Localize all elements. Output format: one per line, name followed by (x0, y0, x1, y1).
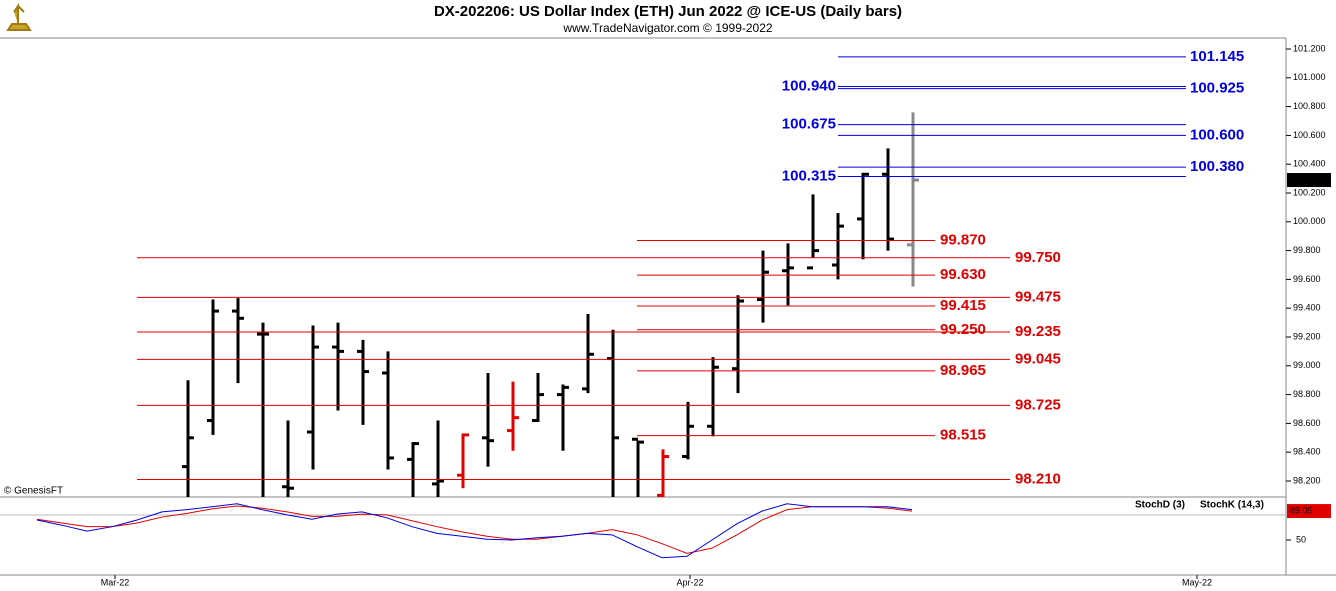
y-tick-label: 99.200 (1293, 331, 1321, 341)
stoch-line (36, 503, 913, 559)
y-tick-label: 99.000 (1293, 360, 1321, 370)
stoch-line (36, 505, 913, 554)
level-label: 99.475 (1015, 288, 1061, 305)
level-label: 100.925 (1190, 80, 1244, 97)
level-label: 99.235 (1015, 323, 1061, 340)
y-tick-label: 100.600 (1293, 130, 1326, 140)
x-tick-label: Apr-22 (676, 577, 703, 587)
level-label: 99.415 (940, 297, 986, 314)
stoch-tag (1287, 504, 1331, 519)
y-tick-label: 50 (1296, 534, 1306, 544)
chart-subtitle: www.TradeNavigator.com © 1999-2022 (562, 21, 772, 35)
level-label: 98.725 (1015, 396, 1061, 413)
y-tick-label: 99.400 (1293, 303, 1321, 313)
y-tick-label: 98.800 (1293, 389, 1321, 399)
level-label: 98.515 (940, 427, 986, 444)
chart-title: DX-202206: US Dollar Index (ETH) Jun 202… (434, 3, 902, 20)
level-label: 99.870 (940, 231, 986, 248)
level-label: 101.145 (1190, 48, 1244, 65)
y-tick-label: 101.000 (1293, 72, 1326, 82)
y-tick-label: 98.200 (1293, 475, 1321, 485)
level-label: 98.965 (940, 362, 986, 379)
level-label: 100.380 (1190, 158, 1244, 175)
logo (6, 2, 32, 31)
x-tick-label: May-22 (1182, 577, 1212, 587)
level-label: 99.250 (940, 321, 986, 338)
x-tick-label: Mar-22 (101, 577, 130, 587)
level-label: 100.940 (782, 77, 836, 94)
legend-entry: StochK (14,3) (1200, 500, 1264, 511)
y-tick-label: 98.400 (1293, 447, 1321, 457)
y-tick-label: 98.600 (1293, 418, 1321, 428)
last-price-box (1287, 173, 1331, 188)
y-tick-label: 100.200 (1293, 187, 1326, 197)
last-price-label: 100.290 (1290, 174, 1323, 184)
level-label: 99.045 (1015, 350, 1061, 367)
source: © GenesisFT (4, 486, 63, 497)
y-tick-label: 101.200 (1293, 43, 1326, 53)
level-label: 100.600 (1190, 126, 1244, 143)
level-label: 98.210 (1015, 471, 1061, 488)
y-tick-label: 100.800 (1293, 101, 1326, 111)
level-label: 100.315 (782, 167, 836, 184)
level-label: 99.750 (1015, 249, 1061, 266)
stoch-tag-label: 89.09 (1290, 505, 1313, 515)
y-tick-label: 99.800 (1293, 245, 1321, 255)
y-tick-label: 100.400 (1293, 159, 1326, 169)
level-label: 99.630 (940, 266, 986, 283)
y-tick-label: 100.000 (1293, 216, 1326, 226)
legend-entry: StochD (3) (1135, 500, 1185, 511)
level-label: 100.675 (782, 116, 836, 133)
y-tick-label: 99.600 (1293, 274, 1321, 284)
